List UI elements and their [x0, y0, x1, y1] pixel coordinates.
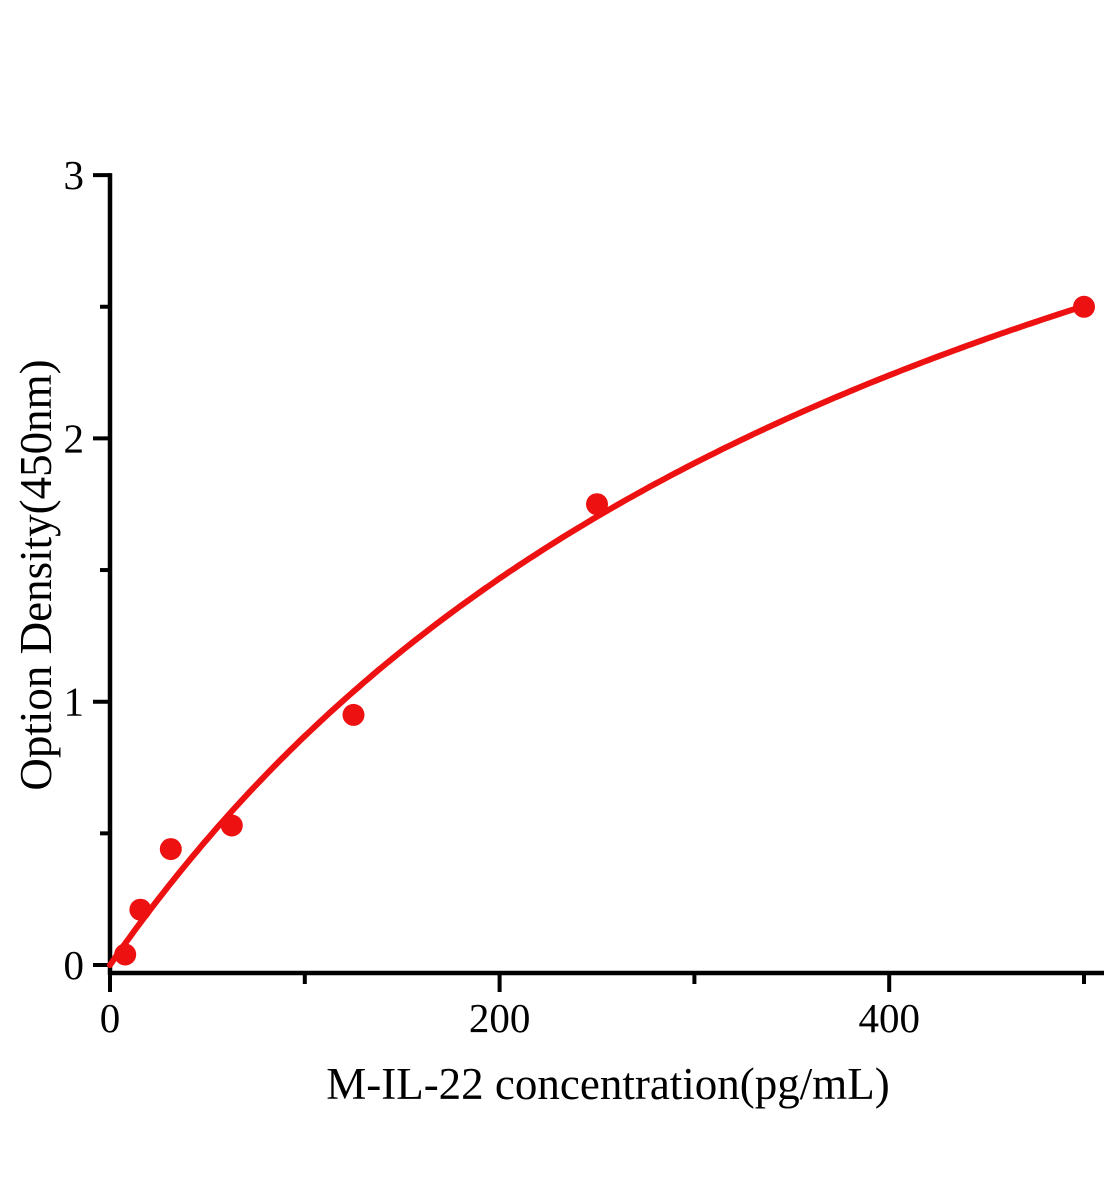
x-tick-label: 200: [469, 995, 531, 1041]
y-tick-label: 1: [64, 679, 85, 725]
y-tick-label: 2: [64, 415, 85, 461]
data-point: [129, 898, 152, 921]
data-point: [342, 703, 365, 726]
y-tick-label: 0: [64, 942, 85, 988]
x-tick-label: 0: [100, 995, 121, 1041]
data-point: [159, 838, 182, 861]
fit-curve: [107, 303, 1087, 968]
data-point: [220, 814, 243, 837]
x-axis-title: M-IL-22 concentration(pg/mL): [326, 1059, 890, 1109]
data-point: [1073, 295, 1095, 318]
data-point: [114, 943, 137, 966]
x-tick-label: 400: [858, 995, 920, 1041]
y-axis-title: Option Density(450nm): [11, 359, 61, 791]
data-point: [586, 493, 608, 516]
y-tick-label: 3: [64, 152, 85, 198]
